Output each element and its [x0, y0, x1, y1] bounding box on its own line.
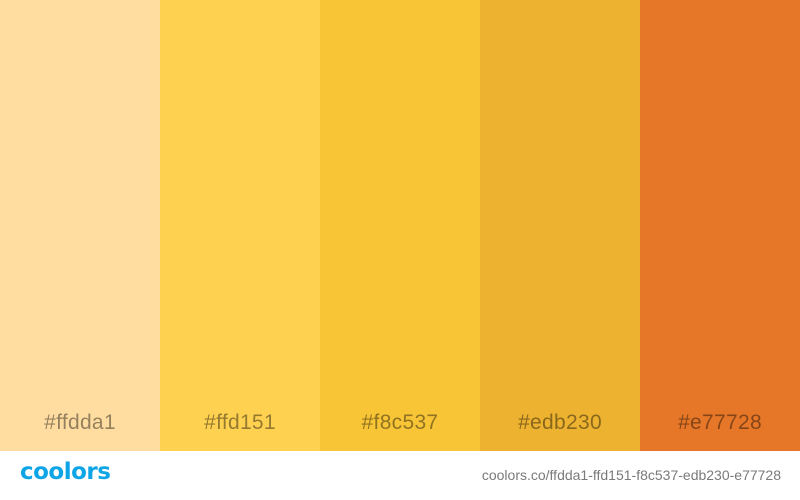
- color-palette: #ffdda1 #ffd151 #f8c537 #edb230 #e77728: [0, 0, 800, 451]
- palette-url-link[interactable]: coolors.co/ffdda1-ffd151-f8c537-edb230-e…: [481, 467, 781, 483]
- color-swatch-2[interactable]: #ffd151: [160, 0, 320, 451]
- swatch-hex-label: #ffdda1: [44, 411, 116, 434]
- color-swatch-1[interactable]: #ffdda1: [0, 0, 160, 451]
- coolors-logo[interactable]: coolors: [20, 459, 111, 485]
- color-swatch-5[interactable]: #e77728: [640, 0, 800, 451]
- color-swatch-4[interactable]: #edb230: [480, 0, 640, 451]
- swatch-hex-label: #e77728: [678, 411, 762, 434]
- swatch-hex-label: #edb230: [518, 411, 602, 434]
- color-swatch-3[interactable]: #f8c537: [320, 0, 480, 451]
- swatch-hex-label: #f8c537: [361, 411, 439, 434]
- swatch-hex-label: #ffd151: [204, 411, 276, 434]
- footer-bar: coolors coolors.co/ffdda1-ffd151-f8c537-…: [0, 451, 800, 500]
